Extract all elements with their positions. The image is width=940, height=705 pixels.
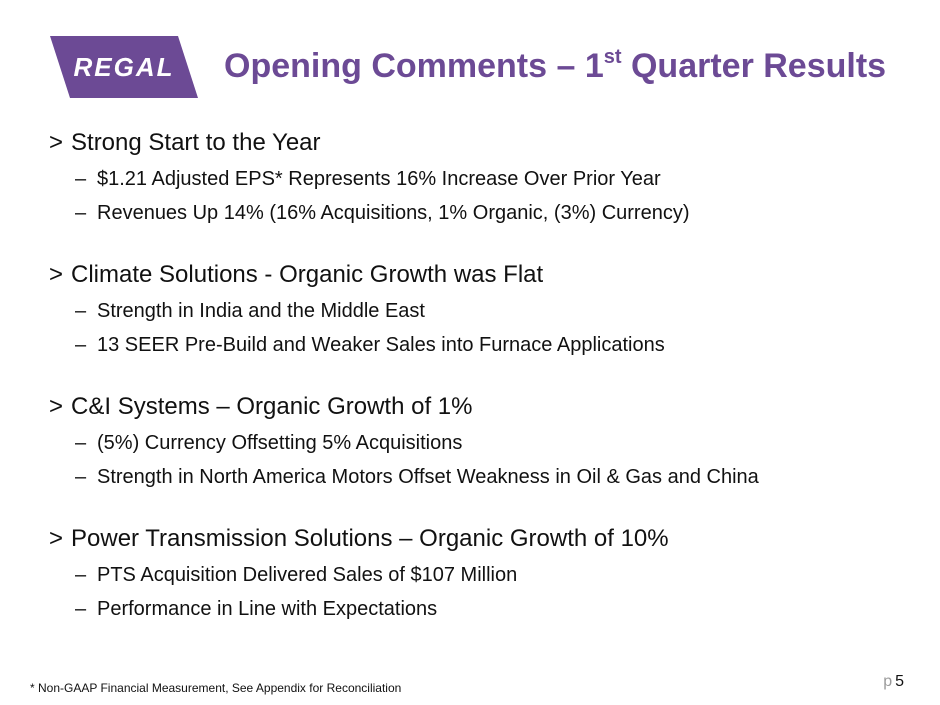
bullet-item: – $1.21 Adjusted EPS* Represents 16% Incr… [75,168,661,190]
section-climate-solutions: > Climate Solutions - Organic Growth was … [49,256,919,362]
footnote: * Non-GAAP Financial Measurement, See Ap… [30,681,402,695]
bullet-item: –13 SEER Pre-Build and Weaker Sales into… [75,334,665,356]
bullet-item: – Strength in India and the Middle East [75,300,425,322]
logo-text: REGAL [74,52,175,82]
bullet-item: – Revenues Up 14% (16% Acquisitions, 1% O… [75,202,690,224]
section-power-transmission: > Power Transmission Solutions – Organic … [49,520,919,626]
slide-body: > Strong Start to the Year – $1.21 Adjuste… [49,124,919,626]
section-ci-systems: > C&I Systems – Organic Growth of 1% – (5%… [49,388,919,494]
bullet-item: – (5%) Currency Offsetting 5% Acquisition… [75,432,463,454]
section-heading: > Strong Start to the Year [49,129,321,156]
section-heading: > C&I Systems – Organic Growth of 1% [49,393,473,420]
regal-logo: REGAL [50,36,198,98]
bullet-item: – PTS Acquisition Delivered Sales of $107… [75,564,518,586]
bullet-item: – Performance in Line with Expectations [75,598,438,620]
slide-title: Opening Comments – 1st Quarter Results [224,46,887,85]
section-heading: > Power Transmission Solutions – Organic … [49,525,669,552]
bullet-item: – Strength in North America Motors Offset… [75,466,759,488]
section-strong-start: > Strong Start to the Year – $1.21 Adjuste… [49,124,919,230]
section-heading: > Climate Solutions - Organic Growth was … [49,261,544,288]
